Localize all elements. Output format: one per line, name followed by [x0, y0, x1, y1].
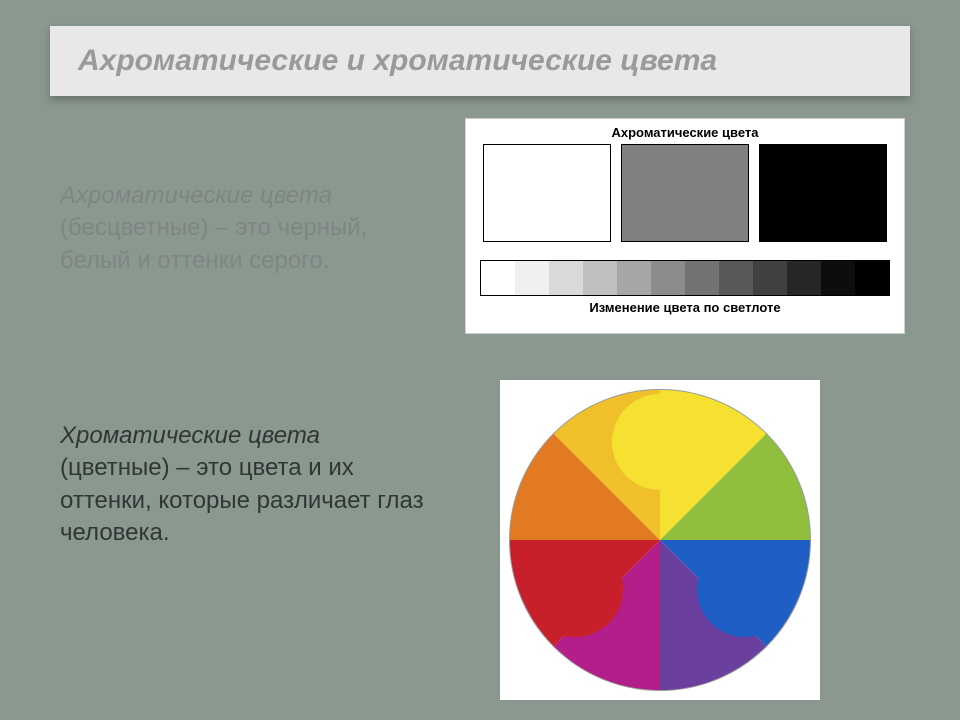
achromatic-lead: Ахроматические цвета [60, 182, 332, 209]
primary-red-circle [527, 541, 623, 637]
gradient-step-1 [515, 261, 549, 295]
gradient-step-11 [855, 261, 889, 295]
achromatic-swatch-row [474, 144, 896, 242]
gradient-label: Изменение цвета по светлоте [474, 300, 896, 315]
gradient-step-10 [821, 261, 855, 295]
achromatic-definition: Ахроматические цвета (бесцветные) – это … [60, 180, 430, 277]
achromatic-panel: Ахроматические цвета Изменение цвета по … [465, 118, 905, 334]
chromatic-lead: Хроматические цвета [60, 422, 320, 449]
title-bar: Ахроматические и хроматические цвета [50, 26, 910, 96]
color-wheel [500, 380, 820, 700]
achromatic-swatch-1 [621, 144, 749, 242]
gradient-step-7 [719, 261, 753, 295]
achromatic-swatch-0 [483, 144, 611, 242]
chromatic-rest: (цветные) – это цвета и их оттенки, кото… [60, 454, 424, 546]
chromatic-definition: Хроматические цвета (цветные) – это цвет… [60, 420, 430, 550]
primary-yellow-circle [612, 394, 708, 490]
slide-title: Ахроматические и хроматические цвета [78, 44, 882, 78]
gradient-step-8 [753, 261, 787, 295]
primary-blue-circle [697, 541, 793, 637]
gradient-step-2 [549, 261, 583, 295]
lightness-gradient [480, 260, 890, 296]
achromatic-panel-title: Ахроматические цвета [474, 125, 896, 140]
gradient-step-4 [617, 261, 651, 295]
achromatic-rest: (бесцветные) – это черный, белый и оттен… [60, 214, 367, 273]
gradient-step-9 [787, 261, 821, 295]
gradient-step-6 [685, 261, 719, 295]
gradient-step-3 [583, 261, 617, 295]
gradient-step-5 [651, 261, 685, 295]
gradient-step-0 [481, 261, 515, 295]
achromatic-swatch-2 [759, 144, 887, 242]
color-wheel-panel [500, 380, 820, 700]
